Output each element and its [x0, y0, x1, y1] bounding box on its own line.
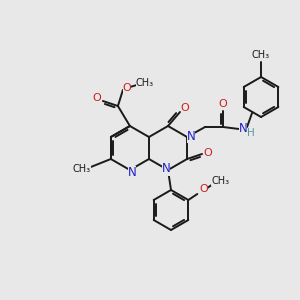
Text: O: O [204, 148, 212, 158]
Text: CH₃: CH₃ [73, 164, 91, 174]
Text: N: N [162, 163, 170, 176]
Text: O: O [219, 99, 227, 109]
Text: N: N [239, 122, 248, 134]
Text: N: N [187, 130, 195, 142]
Text: H: H [247, 128, 255, 138]
Text: CH₃: CH₃ [211, 176, 230, 186]
Text: CH₃: CH₃ [252, 50, 270, 60]
Text: N: N [128, 166, 136, 178]
Text: O: O [92, 93, 101, 103]
Text: O: O [181, 103, 189, 113]
Text: O: O [122, 83, 131, 93]
Text: O: O [199, 184, 208, 194]
Text: CH₃: CH₃ [136, 78, 154, 88]
